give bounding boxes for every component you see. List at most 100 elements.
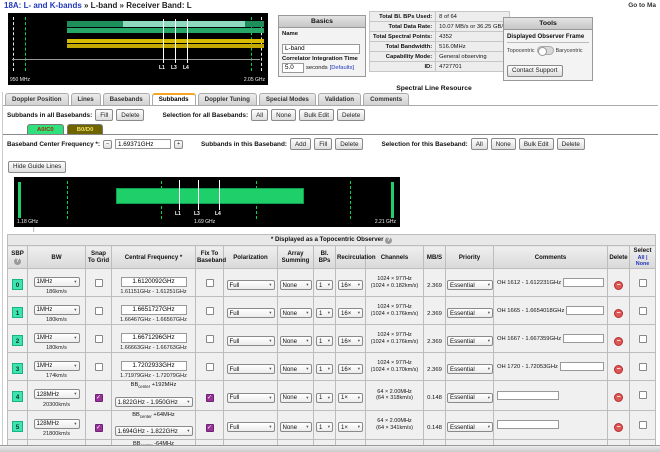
array-summing-select[interactable]: None▾: [280, 364, 312, 374]
select-row-checkbox[interactable]: [639, 307, 647, 315]
recirculation-select[interactable]: 16×▾: [338, 364, 363, 374]
resize-handle[interactable]: ||: [3, 227, 658, 233]
comment-input[interactable]: [497, 391, 559, 400]
comment-input[interactable]: [563, 334, 604, 343]
bl-bps-select[interactable]: 1▾: [316, 308, 333, 318]
recirculation-select[interactable]: 1×▾: [338, 422, 363, 432]
priority-select[interactable]: Essential▾: [447, 308, 493, 318]
delete-subband-icon[interactable]: −: [614, 309, 623, 318]
fix-to-baseband-checkbox[interactable]: [206, 279, 214, 287]
delete-selected-button[interactable]: Delete: [337, 109, 365, 121]
central-frequency-input[interactable]: [121, 333, 187, 343]
polarization-select[interactable]: Full▾: [227, 336, 275, 346]
frequency-increment-button[interactable]: +: [174, 140, 183, 149]
frequency-decrement-button[interactable]: −: [103, 140, 112, 149]
recirculation-select[interactable]: 16×▾: [338, 280, 363, 290]
bw-select[interactable]: 1MHz▾: [34, 333, 80, 343]
fix-to-baseband-checkbox[interactable]: ✓: [206, 394, 214, 402]
select-all-this-button[interactable]: All: [471, 138, 488, 150]
tab-comments[interactable]: Comments: [363, 93, 409, 105]
select-none-this-button[interactable]: None: [491, 138, 516, 150]
central-frequency-select[interactable]: 1.694GHz - 1.822GHz▾: [115, 426, 193, 436]
go-to-link[interactable]: Go to Ma: [628, 2, 656, 9]
sbp-badge[interactable]: 5: [12, 421, 23, 432]
sbp-badge[interactable]: 3: [12, 363, 23, 374]
snap-to-grid-checkbox[interactable]: [95, 363, 103, 371]
array-summing-select[interactable]: None▾: [280, 336, 312, 346]
bottom-scrollbar[interactable]: [0, 445, 660, 452]
recirculation-select[interactable]: 16×▾: [338, 336, 363, 346]
select-all-button[interactable]: All: [251, 109, 268, 121]
comment-input[interactable]: [497, 420, 559, 429]
delete-button[interactable]: Delete: [335, 138, 363, 150]
bulk-edit-button[interactable]: Bulk Edit: [299, 109, 334, 121]
select-row-checkbox[interactable]: [639, 363, 647, 371]
topocentric-label[interactable]: Topocentric: [507, 48, 535, 54]
cit-defaults-link[interactable]: [Defaults]: [330, 65, 355, 71]
select-all-none-links[interactable]: All | None: [631, 255, 654, 267]
central-frequency-select[interactable]: 1.822GHz - 1.950GHz▾: [115, 397, 193, 407]
delete-selected-this-button[interactable]: Delete: [557, 138, 585, 150]
select-row-checkbox[interactable]: [639, 335, 647, 343]
fix-to-baseband-checkbox[interactable]: [206, 307, 214, 315]
comment-input[interactable]: [563, 278, 604, 287]
snap-to-grid-checkbox[interactable]: ✓: [95, 394, 103, 402]
fill-button[interactable]: Fill: [314, 138, 332, 150]
help-icon[interactable]: ?: [14, 258, 21, 265]
delete-all-button[interactable]: Delete: [116, 109, 144, 121]
cit-input[interactable]: [282, 63, 304, 73]
priority-select[interactable]: Essential▾: [447, 280, 493, 290]
bl-bps-select[interactable]: 1▾: [316, 280, 333, 290]
add-button[interactable]: Add: [290, 138, 311, 150]
central-frequency-input[interactable]: [121, 361, 187, 371]
baseband-tab-b0d0[interactable]: B0/D0: [67, 124, 104, 134]
polarization-select[interactable]: Full▾: [227, 364, 275, 374]
polarization-select[interactable]: Full▾: [227, 393, 275, 403]
sbp-badge[interactable]: 0: [12, 279, 23, 290]
fix-to-baseband-checkbox[interactable]: ✓: [206, 424, 214, 432]
fill-all-button[interactable]: Fill: [95, 109, 113, 121]
polarization-select[interactable]: Full▾: [227, 422, 275, 432]
bl-bps-select[interactable]: 1▾: [316, 336, 333, 346]
priority-select[interactable]: Essential▾: [447, 336, 493, 346]
sbp-badge[interactable]: 1: [12, 307, 23, 318]
bw-select[interactable]: 1MHz▾: [34, 361, 80, 371]
tab-subbands[interactable]: Subbands: [152, 93, 196, 105]
delete-subband-icon[interactable]: −: [614, 393, 623, 402]
central-frequency-input[interactable]: [121, 277, 187, 287]
contact-support-button[interactable]: Contact Support: [507, 65, 563, 77]
bl-bps-select[interactable]: 1▾: [316, 393, 333, 403]
delete-subband-icon[interactable]: −: [614, 337, 623, 346]
delete-subband-icon[interactable]: −: [614, 281, 623, 290]
baseband-center-frequency-input[interactable]: [115, 139, 171, 149]
tab-special-modes[interactable]: Special Modes: [259, 93, 316, 105]
snap-to-grid-checkbox[interactable]: [95, 335, 103, 343]
bw-select[interactable]: 128MHz▾: [34, 419, 80, 429]
array-summing-select[interactable]: None▾: [280, 308, 312, 318]
comment-input[interactable]: [560, 362, 604, 371]
baseband-tab-a0c0[interactable]: A0/C0: [27, 124, 64, 134]
select-row-checkbox[interactable]: [639, 391, 647, 399]
select-row-checkbox[interactable]: [639, 279, 647, 287]
priority-select[interactable]: Essential▾: [447, 364, 493, 374]
bw-select[interactable]: 1MHz▾: [34, 277, 80, 287]
hide-guide-lines-button[interactable]: Hide Guide Lines: [8, 161, 66, 173]
help-icon[interactable]: ?: [385, 237, 392, 244]
bl-bps-select[interactable]: 1▾: [316, 422, 333, 432]
recirculation-select[interactable]: 1×▾: [338, 393, 363, 403]
fix-to-baseband-checkbox[interactable]: [206, 335, 214, 343]
central-frequency-input[interactable]: [121, 305, 187, 315]
tab-validation[interactable]: Validation: [318, 93, 361, 105]
array-summing-select[interactable]: None▾: [280, 280, 312, 290]
array-summing-select[interactable]: None▾: [280, 393, 312, 403]
select-row-checkbox[interactable]: [639, 421, 647, 429]
sbp-badge[interactable]: 4: [12, 391, 23, 402]
bulk-edit-this-button[interactable]: Bulk Edit: [519, 138, 554, 150]
recirculation-select[interactable]: 16×▾: [338, 308, 363, 318]
snap-to-grid-checkbox[interactable]: [95, 279, 103, 287]
snap-to-grid-checkbox[interactable]: [95, 307, 103, 315]
tab-basebands[interactable]: Basebands: [103, 93, 150, 105]
delete-subband-icon[interactable]: −: [614, 365, 623, 374]
barycentric-label[interactable]: Barycentric: [556, 48, 583, 54]
observer-frame-toggle[interactable]: [537, 46, 554, 55]
